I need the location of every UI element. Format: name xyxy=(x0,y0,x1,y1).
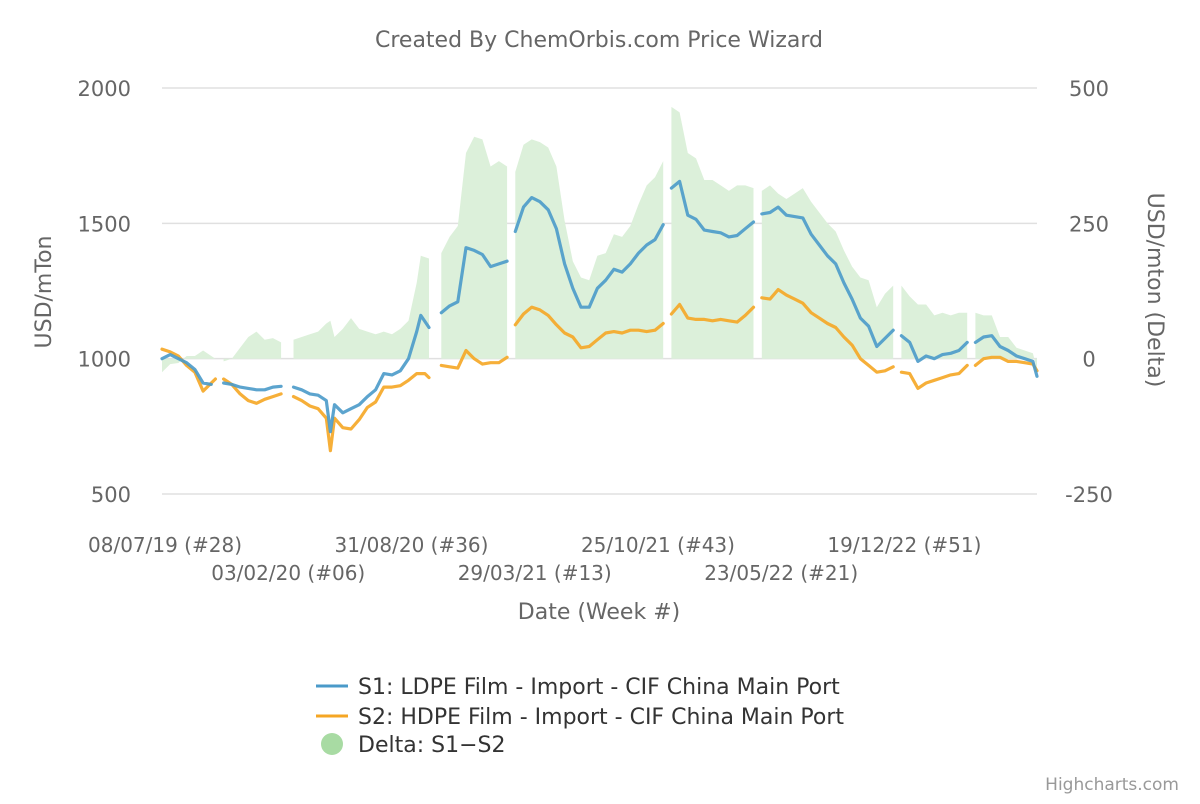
y2-tick-label: 250 xyxy=(1069,212,1109,236)
y-tick-label: 1000 xyxy=(78,348,131,372)
legend-delta-label: Delta: S1−S2 xyxy=(358,733,505,758)
x-tick-label: 31/08/20 (#36) xyxy=(334,533,488,557)
x-tick-label: 23/05/22 (#21) xyxy=(704,561,858,585)
series-s1-line xyxy=(669,179,756,239)
series-s1-line xyxy=(760,205,895,349)
series-s2-line xyxy=(899,363,969,390)
legend-item-delta[interactable]: Delta: S1−S2 xyxy=(321,733,505,758)
x-axis-title: Date (Week #) xyxy=(518,600,680,625)
x-tick-label: 29/03/21 (#13) xyxy=(458,561,612,585)
x-tick-label: 25/10/21 (#43) xyxy=(581,533,735,557)
delta-area-segment xyxy=(975,312,1037,370)
series-s2-line xyxy=(760,288,895,374)
y-axis-left: 2000 1500 1000 500 xyxy=(78,77,131,507)
y-tick-label: 500 xyxy=(91,483,131,507)
delta-area-segment xyxy=(293,255,429,359)
x-tick-label: 19/12/22 (#51) xyxy=(827,533,981,557)
series-s2-line xyxy=(222,377,283,405)
y2-tick-label: 500 xyxy=(1069,77,1109,101)
legend-item-s2[interactable]: S2: HDPE Film - Import - CIF China Main … xyxy=(316,705,844,730)
x-tick-label: 08/07/19 (#28) xyxy=(88,533,242,557)
series-s2-line xyxy=(291,372,431,453)
x-axis: 08/07/19 (#28) 03/02/20 (#06) 31/08/20 (#3… xyxy=(88,533,981,585)
series-s1-line xyxy=(899,334,969,363)
y-tick-label: 1500 xyxy=(78,212,131,236)
legend: S1: LDPE Film - Import - CIF China Main … xyxy=(316,675,844,758)
delta-area-segment xyxy=(515,139,664,359)
chart-title: Created By ChemOrbis.com Price Wizard xyxy=(375,28,823,53)
legend-s2-label: S2: HDPE Film - Import - CIF China Main … xyxy=(358,705,844,730)
series-s1-line xyxy=(439,246,509,315)
series-lines-layer xyxy=(160,179,1039,453)
x-tick-label: 03/02/20 (#06) xyxy=(211,561,365,585)
series-s1-line xyxy=(973,334,1039,378)
y2-tick-label: 0 xyxy=(1082,348,1095,372)
delta-area-segment xyxy=(901,285,968,359)
y2-axis-title: USD/mton (Delta) xyxy=(1142,193,1167,388)
credits-link[interactable]: Highcharts.com xyxy=(1045,775,1179,795)
delta-area-segment xyxy=(162,350,216,373)
legend-item-s1[interactable]: S1: LDPE Film - Import - CIF China Main … xyxy=(316,675,840,700)
series-s2-line xyxy=(513,305,665,350)
series-s2-line xyxy=(973,355,1039,373)
series-s1-line xyxy=(513,196,665,309)
y-axis-title: USD/mTon xyxy=(32,236,57,349)
delta-area-segment xyxy=(441,136,508,359)
y-axis-right: 500 250 0 -250 xyxy=(1065,77,1113,507)
series-s1-line xyxy=(291,313,431,434)
y-tick-label: 2000 xyxy=(78,77,131,101)
y2-tick-label: -250 xyxy=(1065,483,1113,507)
series-s2-line xyxy=(439,348,509,370)
series-s1-line xyxy=(160,353,213,386)
series-s1-line xyxy=(222,381,283,392)
series-s2-line xyxy=(669,302,756,324)
legend-s1-label: S1: LDPE Film - Import - CIF China Main … xyxy=(358,675,840,700)
delta-area-layer xyxy=(162,106,1037,373)
legend-delta-swatch xyxy=(321,733,343,755)
delta-area-segment xyxy=(223,331,282,362)
